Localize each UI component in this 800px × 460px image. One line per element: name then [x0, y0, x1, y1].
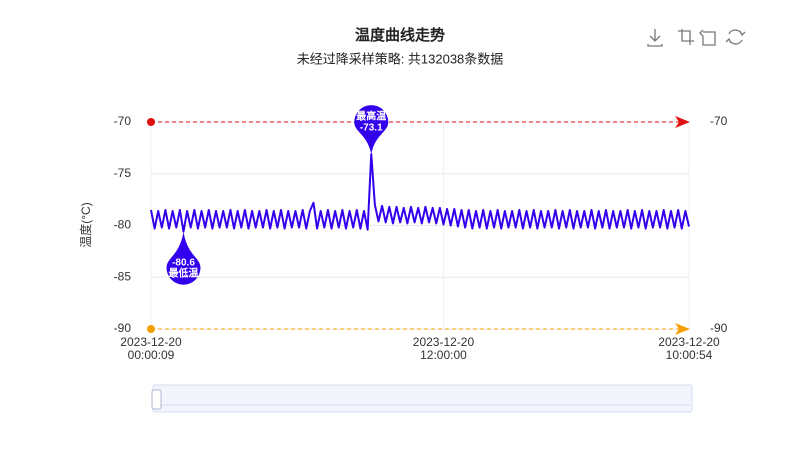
mark-point-value: -73.1 — [360, 123, 383, 134]
data-line — [150, 153, 690, 233]
x-tick-label: 2023-12-20 00:00:09 — [120, 335, 182, 362]
y-tick-label: -80 — [114, 218, 132, 232]
data-zoom-handle[interactable] — [151, 389, 162, 410]
zoom-reset-icon[interactable] — [699, 29, 716, 46]
mark-point-name: 最低温 — [168, 266, 198, 279]
x-tick-label: 2023-12-20 12:00:00 — [413, 335, 475, 362]
restore-icon[interactable] — [725, 29, 746, 45]
zoom-icon[interactable] — [678, 29, 694, 45]
mark-line-arrow — [675, 323, 690, 335]
chart-subtitle: 未经过降采样策略: 共132038条数据 — [297, 51, 504, 66]
toolbox — [647, 29, 746, 47]
data-zoom-frame — [152, 384, 693, 413]
mark-point-value: -80.6 — [172, 257, 195, 268]
mark-point-pin — [166, 231, 201, 285]
y-tick-label: -70 — [114, 114, 132, 128]
mark-line-start — [147, 325, 155, 333]
mark-line-arrow — [675, 116, 690, 128]
mark-point-name: 最高温 — [356, 110, 386, 123]
y-axis-label: 温度(°C) — [78, 202, 93, 247]
mark-point-pin — [354, 105, 389, 155]
y-tick-label: -75 — [114, 166, 132, 180]
mark-line-label: -70 — [710, 114, 728, 128]
chart-title: 温度曲线走势 — [355, 26, 445, 44]
y-tick-label: -90 — [114, 321, 132, 335]
mark-line-label: -90 — [710, 321, 728, 335]
mark-line-start — [147, 118, 155, 126]
y-tick-label: -85 — [114, 269, 132, 283]
x-tick-label: 2023-12-20 10:00:54 — [658, 335, 720, 362]
data-zoom[interactable] — [151, 384, 693, 413]
download-icon[interactable] — [647, 29, 663, 47]
